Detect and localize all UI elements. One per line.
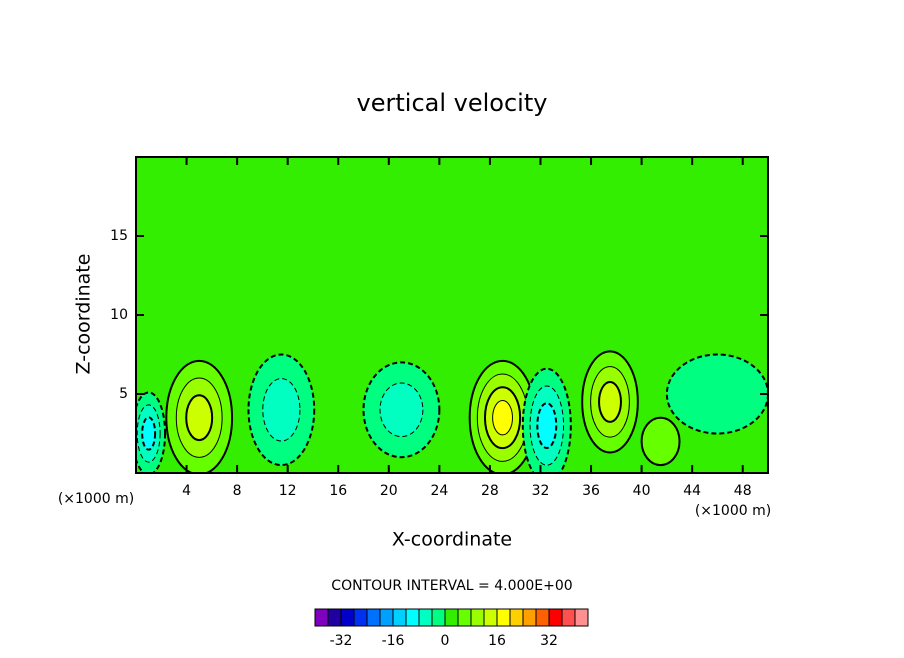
y-axis-label: Z-coordinate — [73, 254, 95, 375]
colorbar-box — [574, 608, 589, 627]
colorbar-box — [327, 608, 342, 627]
contour-region — [262, 378, 301, 442]
contour-region — [185, 394, 214, 442]
colorbar-box — [418, 608, 433, 627]
colorbar-box — [470, 608, 485, 627]
colorbar-tick-label: 32 — [540, 633, 558, 649]
y-tick-label: 5 — [119, 386, 128, 402]
x-tick-label: 8 — [233, 483, 242, 499]
contour-region — [379, 382, 424, 438]
contour-interval: CONTOUR INTERVAL = 4.000E+00 — [331, 578, 572, 594]
x-tick-label: 16 — [329, 483, 347, 499]
y-tick-label: 15 — [110, 228, 128, 244]
x-tick-label: 44 — [683, 483, 701, 499]
colorbar-box — [366, 608, 381, 627]
colorbar-box — [496, 608, 511, 627]
colorbar-tick-label: -32 — [330, 633, 353, 649]
x-unit-label: (×1000 m) — [695, 503, 771, 519]
colorbar-box — [561, 608, 576, 627]
colorbar-box — [535, 608, 550, 627]
colorbar-box — [314, 608, 329, 627]
x-axis-label: X-coordinate — [392, 529, 512, 551]
x-tick-label: 32 — [532, 483, 550, 499]
contour-region — [141, 416, 157, 451]
contour-region — [492, 400, 513, 436]
colorbar-box — [522, 608, 537, 627]
plot-area — [136, 157, 768, 473]
x-tick-label: 48 — [734, 483, 752, 499]
colorbar-box — [483, 608, 498, 627]
colorbar-box — [379, 608, 394, 627]
contour-region — [598, 380, 622, 423]
colorbar-tick-label: -16 — [382, 633, 405, 649]
colorbar-box — [353, 608, 368, 627]
colorbar-box — [340, 608, 355, 627]
x-tick-label: 20 — [380, 483, 398, 499]
contour-region — [640, 416, 681, 467]
colorbar-box — [509, 608, 524, 627]
colorbar-box — [457, 608, 472, 627]
x-tick-label: 28 — [481, 483, 499, 499]
x-tick-label: 36 — [582, 483, 600, 499]
colorbar-tick-label: 0 — [441, 633, 450, 649]
colorbar-tick-label: 16 — [488, 633, 506, 649]
colorbar-box — [405, 608, 420, 627]
x-tick-label: 40 — [633, 483, 651, 499]
contour-region — [536, 402, 558, 450]
colorbar-box — [444, 608, 459, 627]
colorbar-box — [392, 608, 407, 627]
x-tick-label: 24 — [430, 483, 448, 499]
colorbar-box — [548, 608, 563, 627]
contour-region — [665, 353, 768, 435]
y-tick-label: 10 — [110, 307, 128, 323]
chart-title: vertical velocity — [357, 89, 548, 117]
colorbar-box — [431, 608, 446, 627]
y-unit-label: (×1000 m) — [58, 491, 134, 507]
x-tick-label: 4 — [182, 483, 191, 499]
x-tick-label: 12 — [279, 483, 297, 499]
